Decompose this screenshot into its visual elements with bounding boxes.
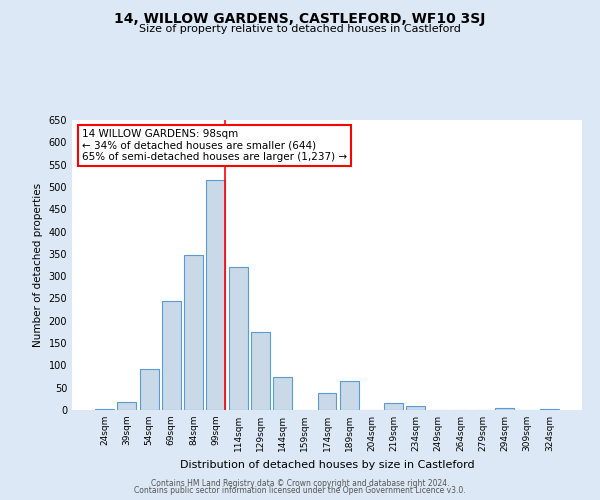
Bar <box>251 332 270 410</box>
Bar <box>229 267 248 410</box>
Text: Contains HM Land Registry data © Crown copyright and database right 2024.: Contains HM Land Registry data © Crown c… <box>151 478 449 488</box>
Text: Contains public sector information licensed under the Open Government Licence v3: Contains public sector information licen… <box>134 486 466 495</box>
Bar <box>406 406 425 410</box>
Bar <box>340 381 359 410</box>
Text: Size of property relative to detached houses in Castleford: Size of property relative to detached ho… <box>139 24 461 34</box>
Bar <box>184 254 203 410</box>
Bar <box>540 408 559 410</box>
Bar <box>496 408 514 410</box>
Bar <box>95 408 114 410</box>
Y-axis label: Number of detached properties: Number of detached properties <box>33 183 43 347</box>
Bar <box>317 393 337 410</box>
Text: 14 WILLOW GARDENS: 98sqm
← 34% of detached houses are smaller (644)
65% of semi-: 14 WILLOW GARDENS: 98sqm ← 34% of detach… <box>82 128 347 162</box>
Bar <box>384 404 403 410</box>
X-axis label: Distribution of detached houses by size in Castleford: Distribution of detached houses by size … <box>179 460 475 469</box>
Bar <box>118 402 136 410</box>
Bar <box>206 180 225 410</box>
Bar <box>162 300 181 410</box>
Bar <box>140 368 158 410</box>
Bar <box>273 376 292 410</box>
Text: 14, WILLOW GARDENS, CASTLEFORD, WF10 3SJ: 14, WILLOW GARDENS, CASTLEFORD, WF10 3SJ <box>115 12 485 26</box>
